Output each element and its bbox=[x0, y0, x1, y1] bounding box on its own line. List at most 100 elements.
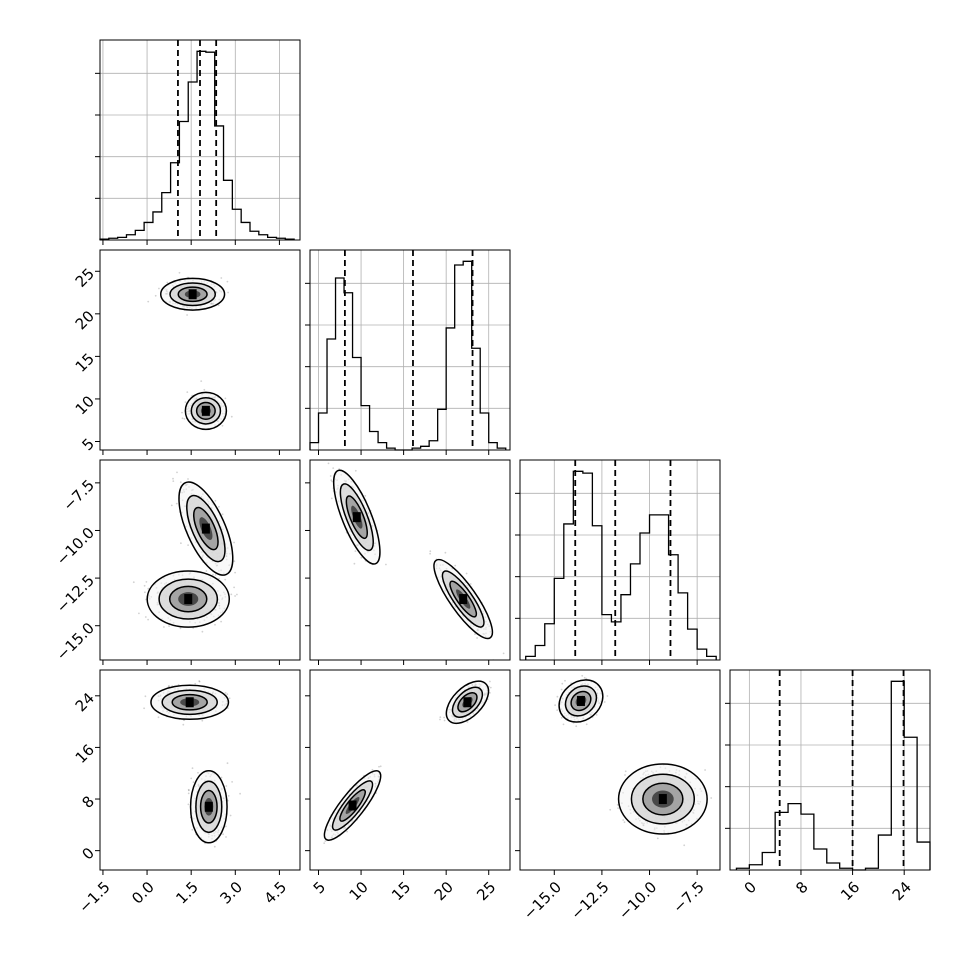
scatter-point bbox=[332, 467, 335, 469]
scatter-point bbox=[179, 481, 182, 484]
scatter-point bbox=[172, 480, 175, 482]
scatter-point bbox=[178, 271, 181, 274]
scatter-point bbox=[561, 682, 564, 685]
hist-frame-3 bbox=[729, 669, 931, 871]
joint-panel-2-3 bbox=[515, 669, 727, 875]
scatter-point bbox=[225, 836, 227, 838]
scatter-point bbox=[191, 828, 194, 831]
scatter-point bbox=[236, 593, 238, 596]
hist-step-3 bbox=[735, 680, 931, 871]
scatter-point bbox=[175, 502, 178, 505]
hist-frame-0 bbox=[99, 39, 301, 241]
scatter-point bbox=[168, 685, 171, 688]
scatter-point bbox=[224, 692, 227, 694]
scatter-point bbox=[581, 674, 584, 677]
scatter-point bbox=[554, 704, 556, 706]
scatter-point bbox=[617, 807, 619, 809]
scatter-point bbox=[187, 792, 190, 795]
scatter-point bbox=[186, 391, 189, 393]
density-peak-0-1-0 bbox=[188, 289, 197, 300]
scatter-point bbox=[198, 680, 201, 683]
scatter-point bbox=[556, 695, 559, 698]
joint-panel-0-2 bbox=[95, 459, 301, 665]
scatter-point bbox=[221, 513, 224, 516]
density-peak-0-2-0 bbox=[201, 523, 210, 534]
scatter-point bbox=[465, 572, 468, 575]
scatter-point bbox=[213, 845, 216, 848]
density-peak-1-3-0 bbox=[348, 800, 357, 811]
scatter-point bbox=[230, 593, 233, 596]
scatter-point bbox=[474, 633, 476, 635]
scatter-point bbox=[585, 723, 588, 726]
scatter-point bbox=[187, 544, 190, 546]
scatter-point bbox=[144, 695, 147, 698]
scatter-point bbox=[331, 480, 333, 483]
scatter-point bbox=[205, 570, 208, 572]
scatter-point bbox=[476, 637, 478, 639]
scatter-point bbox=[233, 541, 236, 544]
scatter-point bbox=[222, 833, 225, 836]
scatter-point bbox=[439, 716, 442, 719]
scatter-point bbox=[190, 777, 193, 780]
scatter-point bbox=[198, 680, 201, 682]
scatter-point bbox=[203, 388, 206, 391]
scatter-point bbox=[225, 785, 228, 787]
joint-frame-0-1 bbox=[99, 249, 301, 451]
scatter-point bbox=[217, 304, 220, 307]
scatter-point bbox=[214, 499, 217, 502]
scatter-point bbox=[224, 397, 227, 400]
scatter-point bbox=[166, 281, 169, 284]
scatter-point bbox=[157, 716, 160, 719]
scatter-point bbox=[371, 768, 374, 771]
hist-frame-2 bbox=[519, 459, 721, 661]
hist-panel-3 bbox=[725, 669, 931, 875]
scatter-point bbox=[323, 842, 326, 844]
scatter-point bbox=[725, 803, 727, 805]
scatter-point bbox=[200, 380, 203, 382]
scatter-point bbox=[585, 677, 588, 680]
density-peak-0-3-1 bbox=[204, 801, 213, 812]
scatter-point bbox=[595, 714, 598, 716]
density-peak-1-2-0 bbox=[352, 512, 361, 523]
scatter-point bbox=[354, 469, 357, 472]
scatter-point bbox=[197, 771, 199, 774]
scatter-point bbox=[560, 688, 563, 691]
scatter-point bbox=[212, 573, 214, 576]
joint-inner-0-1 bbox=[147, 271, 233, 431]
scatter-point bbox=[184, 401, 187, 403]
hist-step-1 bbox=[309, 260, 507, 451]
joint-inner-1-2 bbox=[327, 462, 505, 660]
scatter-point bbox=[234, 595, 237, 597]
scatter-point bbox=[353, 562, 356, 565]
scatter-point bbox=[220, 776, 223, 779]
joint-panel-1-2 bbox=[305, 459, 511, 665]
scatter-point bbox=[180, 542, 182, 545]
scatter-point bbox=[364, 495, 367, 497]
scatter-point bbox=[556, 709, 559, 711]
scatter-point bbox=[227, 291, 230, 294]
scatter-point bbox=[469, 583, 472, 585]
joint-inner-2-3 bbox=[554, 674, 727, 847]
scatter-point bbox=[143, 707, 146, 710]
scatter-point bbox=[144, 616, 147, 618]
scatter-point bbox=[154, 294, 157, 297]
scatter-point bbox=[179, 627, 182, 630]
joint-frame-0-3 bbox=[99, 669, 301, 871]
scatter-point bbox=[234, 571, 237, 574]
scatter-point bbox=[624, 770, 627, 773]
joint-panel-0-1 bbox=[95, 249, 301, 455]
scatter-point bbox=[489, 686, 492, 689]
scatter-point bbox=[560, 716, 563, 719]
scatter-point bbox=[429, 552, 431, 555]
scatter-point bbox=[145, 581, 148, 583]
density-peak-0-2-1 bbox=[184, 594, 193, 605]
scatter-point bbox=[181, 417, 184, 420]
scatter-point bbox=[346, 830, 348, 833]
scatter-point bbox=[227, 795, 230, 797]
scatter-point bbox=[143, 584, 146, 587]
scatter-point bbox=[226, 280, 229, 283]
scatter-point bbox=[163, 626, 165, 628]
scatter-point bbox=[710, 797, 713, 799]
scatter-point bbox=[489, 692, 491, 694]
